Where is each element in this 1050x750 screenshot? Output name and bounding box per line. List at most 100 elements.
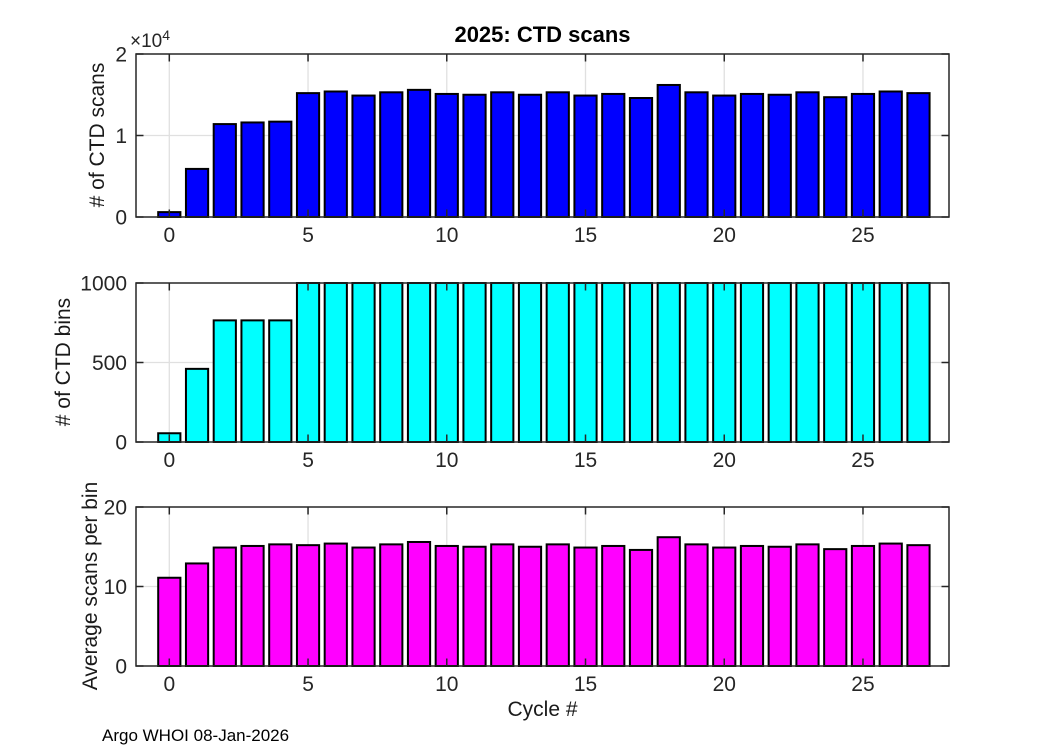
subplot-0: 0 5 10 15 20 25 0 1 2: [115, 44, 950, 247]
x-tick-label-20: 20: [713, 224, 736, 247]
bar-cycle-6: [323, 542, 348, 668]
exponent-base: ×10: [130, 31, 163, 52]
bar-cycle-7: [351, 282, 376, 443]
bar-cycle-14: [545, 282, 570, 443]
bar-cycle-22: [767, 93, 792, 218]
bar-cycle-14: [545, 91, 570, 218]
bar-cycle-3: [240, 544, 265, 668]
y-tick-label-0: 0: [115, 207, 127, 230]
bar-cycle-5: [295, 282, 321, 443]
ylabel-ctd-bins: # of CTD bins: [52, 297, 75, 427]
x-tick-label-5: 5: [302, 449, 314, 472]
bar-cycle-23: [795, 91, 820, 218]
figure-title: 2025: CTD scans: [454, 22, 631, 47]
y-tick-label-1000: 1000: [80, 273, 127, 296]
bar-cycle-21: [739, 544, 765, 668]
xlabel-cycle: Cycle #: [507, 698, 578, 721]
x-tick-label-0: 0: [163, 224, 175, 247]
bar-cycle-17: [628, 97, 654, 218]
exponent-power: 4: [162, 27, 171, 43]
bar-cycle-16: [601, 282, 626, 443]
x-tick-label-0: 0: [163, 449, 175, 472]
bar-cycle-12: [490, 282, 515, 443]
bar-cycle-4: [268, 319, 293, 443]
bar-cycle-20: [712, 282, 737, 443]
bar-cycle-19: [684, 91, 709, 218]
bar-cycle-10: [434, 92, 459, 218]
bar-cycle-11: [462, 282, 487, 443]
y-tick-label-0: 0: [115, 656, 127, 679]
ylabel-avg-scans-per-bin: Average scans per bin: [79, 481, 102, 691]
bar-cycle-13: [517, 545, 543, 667]
bar-cycle-23: [795, 543, 820, 667]
bar-cycle-27: [906, 282, 931, 443]
bar-cycle-19: [684, 543, 709, 667]
bar-cycle-9: [406, 282, 432, 443]
bar-cycle-7: [351, 546, 376, 667]
bar-cycle-13: [517, 282, 543, 443]
bar-cycle-8: [379, 91, 404, 218]
bar-cycle-23: [795, 282, 820, 443]
x-tick-label-10: 10: [435, 224, 458, 247]
x-tick-label-10: 10: [435, 673, 458, 696]
x-tick-label-20: 20: [713, 449, 736, 472]
bar-cycle-25: [850, 544, 876, 668]
bar-cycle-22: [767, 282, 792, 443]
x-tick-label-25: 25: [851, 449, 874, 472]
bar-cycle-16: [601, 92, 626, 218]
x-tick-label-10: 10: [435, 449, 458, 472]
bar-cycle-2: [212, 123, 237, 218]
bar-cycle-17: [628, 548, 654, 667]
bar-cycle-22: [767, 545, 792, 667]
bar-cycle-21: [739, 92, 765, 218]
bar-cycle-4: [268, 120, 293, 218]
x-tick-label-20: 20: [713, 673, 736, 696]
bar-cycle-27: [906, 544, 931, 667]
bar-cycle-15: [573, 282, 598, 443]
bar-cycle-5: [295, 544, 321, 667]
bar-cycle-2: [212, 319, 237, 443]
y-tick-label-500: 500: [92, 352, 127, 375]
bar-cycle-26: [878, 282, 903, 443]
bar-cycle-24: [823, 282, 848, 443]
x-tick-label-0: 0: [163, 673, 175, 696]
bar-cycle-6: [323, 282, 348, 443]
footer-annotation: Argo WHOI 08-Jan-2026: [102, 726, 290, 745]
bar-cycle-9: [406, 88, 432, 218]
x-tick-label-25: 25: [851, 673, 874, 696]
bar-cycle-12: [490, 91, 515, 218]
bar-cycle-12: [490, 543, 515, 667]
bar-cycle-18: [656, 536, 681, 668]
bar-cycle-20: [712, 546, 737, 667]
y-tick-label-20: 20: [104, 497, 127, 520]
bar-cycle-24: [823, 96, 848, 218]
y-axis-exponent-label: ×104: [130, 27, 170, 53]
x-tick-label-5: 5: [302, 224, 314, 247]
bar-cycle-0: [157, 576, 182, 667]
bar-cycle-15: [573, 94, 598, 218]
bar-cycle-25: [850, 282, 876, 443]
bar-cycle-17: [628, 282, 654, 443]
bar-cycle-1: [184, 562, 210, 667]
x-tick-label-15: 15: [574, 673, 597, 696]
bar-cycle-7: [351, 94, 376, 218]
bar-cycle-9: [406, 540, 432, 667]
bar-cycle-6: [323, 90, 348, 218]
bar-cycle-4: [268, 543, 293, 667]
bar-cycle-8: [379, 543, 404, 667]
bar-cycle-26: [878, 542, 903, 668]
y-tick-label-20000: 2: [115, 44, 127, 67]
bar-cycle-8: [379, 282, 404, 443]
bar-cycle-24: [823, 548, 848, 668]
bar-cycle-18: [656, 282, 681, 443]
y-tick-label-0: 0: [115, 432, 127, 455]
x-tick-label-25: 25: [851, 224, 874, 247]
bar-cycle-26: [878, 90, 903, 218]
subplot-2: 0 5 10 15 20 25 0 10 20: [104, 497, 950, 696]
bar-cycle-2: [212, 546, 237, 667]
bar-cycle-13: [517, 93, 543, 218]
y-tick-label-10000: 1: [115, 125, 127, 148]
bar-cycle-15: [573, 546, 598, 667]
